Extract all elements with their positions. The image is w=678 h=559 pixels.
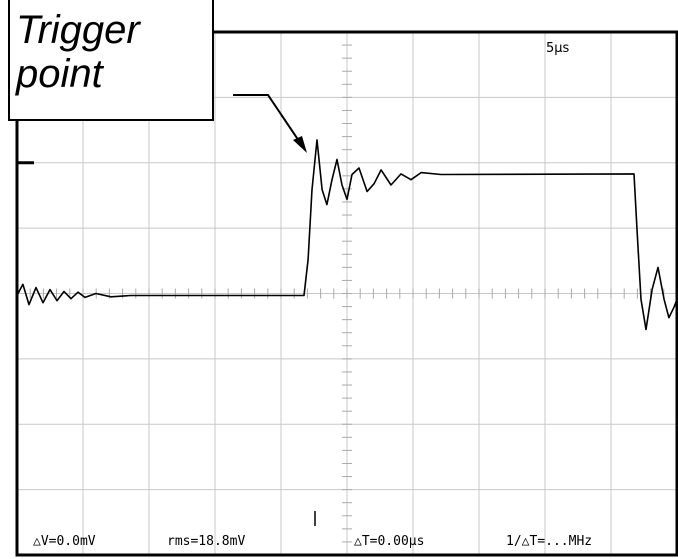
waveform-trace [16,139,678,331]
screen-frame [15,30,678,557]
trigger-point-callout: Trigger point [8,0,214,121]
callout-arrow [233,94,304,148]
timebase-label: 5µs [546,41,570,56]
callout-line-2: point [16,52,103,96]
rms-readout: rms=18.8mV [167,534,245,549]
arrow-head-icon [293,136,307,153]
delta-v-readout: △V=0.0mV [33,534,96,549]
center-axis-ticks [16,31,665,543]
delta-t-readout: △T=0.00µs [354,534,424,549]
callout-line-1: Trigger [16,8,140,52]
inverse-delta-t-readout: 1/△T=...MHz [506,534,592,549]
